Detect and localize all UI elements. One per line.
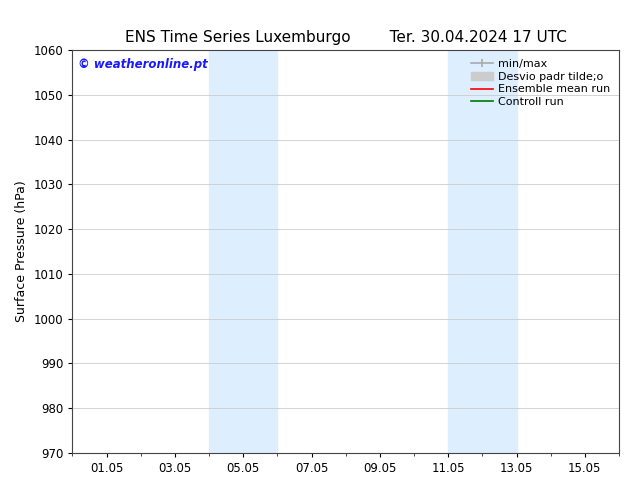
Title: ENS Time Series Luxemburgo        Ter. 30.04.2024 17 UTC: ENS Time Series Luxemburgo Ter. 30.04.20… bbox=[125, 30, 567, 45]
Bar bbox=[448, 50, 517, 453]
Y-axis label: Surface Pressure (hPa): Surface Pressure (hPa) bbox=[15, 181, 28, 322]
Bar bbox=[209, 50, 277, 453]
Legend: min/max, Desvio padr tilde;o, Ensemble mean run, Controll run: min/max, Desvio padr tilde;o, Ensemble m… bbox=[468, 55, 614, 111]
Text: © weatheronline.pt: © weatheronline.pt bbox=[78, 58, 207, 71]
